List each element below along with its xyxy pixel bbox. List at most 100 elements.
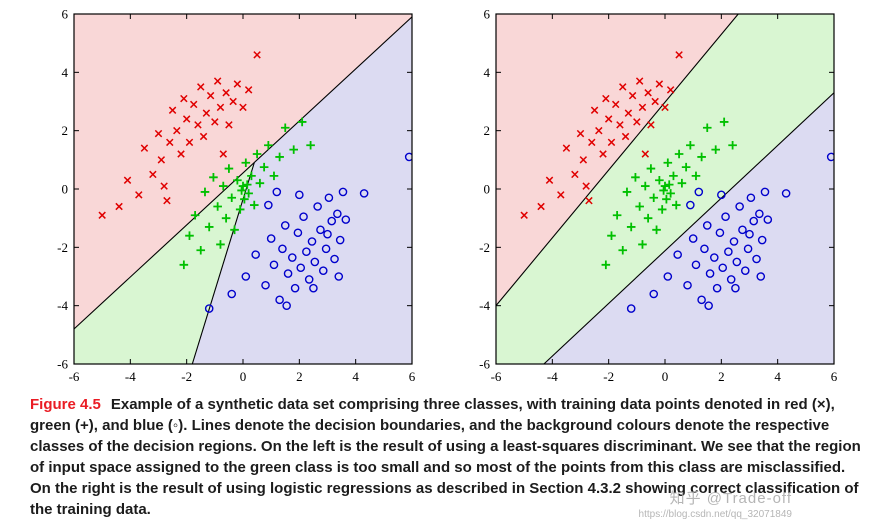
class-blue-marker [296, 263, 306, 273]
class-green-marker [697, 152, 706, 162]
class-blue-marker [293, 228, 303, 238]
class-blue-marker [715, 228, 725, 238]
class-red-marker [189, 100, 198, 109]
class-blue-marker [826, 152, 834, 162]
class-blue-marker [318, 266, 328, 275]
class-green-marker [241, 158, 251, 168]
right-plot: -6 -4 -2 0 2 4 6 -6 -4 -2 0 2 4 6 [460, 2, 846, 388]
class-blue-marker [251, 250, 260, 259]
class-green-marker [247, 171, 256, 181]
class-red-marker [585, 196, 593, 205]
class-blue-marker [726, 275, 736, 284]
class-blue-marker [241, 272, 251, 281]
class-blue-marker [740, 266, 750, 275]
class-red-marker [98, 211, 106, 219]
class-green-marker [612, 210, 622, 220]
class-green-marker [306, 140, 315, 150]
class-red-marker [199, 132, 208, 141]
class-red-marker [140, 144, 149, 152]
class-red-marker [115, 202, 123, 211]
class-blue-marker [287, 253, 297, 262]
figure-label: Figure 4.5 [30, 396, 101, 413]
class-red-marker [160, 182, 168, 190]
class-red-marker [579, 156, 588, 164]
class-blue-marker [404, 152, 412, 162]
class-blue-marker [280, 221, 290, 230]
class-green-marker [200, 187, 210, 197]
class-green-marker [686, 140, 695, 150]
class-red-marker [182, 115, 191, 123]
class-green-marker [638, 240, 647, 249]
class-green-marker [230, 225, 239, 235]
class-blue-marker [673, 250, 682, 259]
class-blue-marker [302, 247, 311, 257]
class-blue-marker [688, 234, 698, 243]
class-blue-marker [718, 263, 728, 273]
class-blue-marker [313, 202, 322, 211]
class-red-marker [571, 170, 579, 179]
class-red-marker [202, 109, 211, 117]
decision-boundary [74, 16, 412, 330]
class-red-marker [222, 89, 230, 97]
class-green-marker [218, 181, 228, 191]
class-blue-marker [746, 193, 756, 203]
x-tick-label: 4 [352, 369, 359, 384]
class-red-marker [604, 115, 613, 123]
class-green-marker [297, 117, 307, 127]
plots-row: -6 -4 -2 0 2 4 6 -6 -4 -2 0 2 4 6 -6 -4 -2 0 2 4 6 -6 -4 -2 0 2 4… [57, 2, 846, 388]
class-blue-marker [272, 187, 282, 197]
class-green-marker [666, 189, 675, 198]
class-green-marker [674, 149, 684, 159]
class-blue-marker [321, 244, 331, 254]
class-blue-marker [327, 216, 337, 226]
class-red-marker [123, 176, 132, 184]
class-green-marker [259, 162, 269, 172]
class-blue-marker [717, 190, 726, 200]
class-blue-marker [261, 280, 270, 290]
class-blue-marker [304, 275, 314, 284]
class-blue-marker [341, 215, 351, 224]
class-blue-marker [694, 187, 704, 197]
x-tick-label: -2 [181, 369, 192, 384]
class-green-marker [622, 187, 632, 197]
class-blue-marker [323, 229, 332, 239]
class-red-marker [616, 121, 624, 129]
class-red-marker [185, 138, 194, 147]
figure-caption: Figure 4.5 Example of a synthetic data se… [30, 394, 862, 520]
class-blue-marker [275, 295, 284, 305]
class-blue-marker [316, 225, 325, 235]
class-blue-marker [732, 257, 742, 267]
class-green-marker [249, 200, 259, 210]
x-tick-label: 2 [718, 369, 725, 384]
class-green-marker [626, 222, 636, 232]
x-tick-label: 2 [296, 369, 303, 384]
class-red-marker [582, 182, 590, 190]
class-red-marker [602, 94, 610, 103]
class-green-marker [607, 231, 616, 240]
class-red-marker [651, 97, 659, 106]
y-tick-label: 2 [484, 123, 491, 138]
class-green-marker [664, 180, 674, 189]
class-red-marker [537, 202, 545, 211]
class-red-marker [557, 191, 565, 199]
class-blue-marker [743, 244, 753, 254]
class-blue-marker [333, 209, 342, 219]
class-blue-marker [338, 187, 348, 197]
class-red-marker [173, 126, 181, 135]
class-blue-marker [700, 244, 709, 254]
class-red-marker [562, 144, 571, 152]
class-green-marker [275, 152, 284, 162]
y-tick-label: -4 [479, 298, 490, 313]
class-blue-marker [269, 260, 279, 270]
class-green-marker [224, 164, 234, 173]
class-red-marker [229, 97, 237, 106]
class-blue-marker [712, 283, 722, 293]
region-blue [192, 16, 412, 364]
class-green-marker [601, 260, 611, 270]
class-blue-marker [334, 272, 344, 281]
class-red-marker [157, 156, 166, 164]
y-tick-label: 2 [62, 123, 69, 138]
class-green-marker [238, 181, 248, 191]
class-blue-marker [299, 212, 308, 222]
class-green-marker [185, 231, 194, 240]
